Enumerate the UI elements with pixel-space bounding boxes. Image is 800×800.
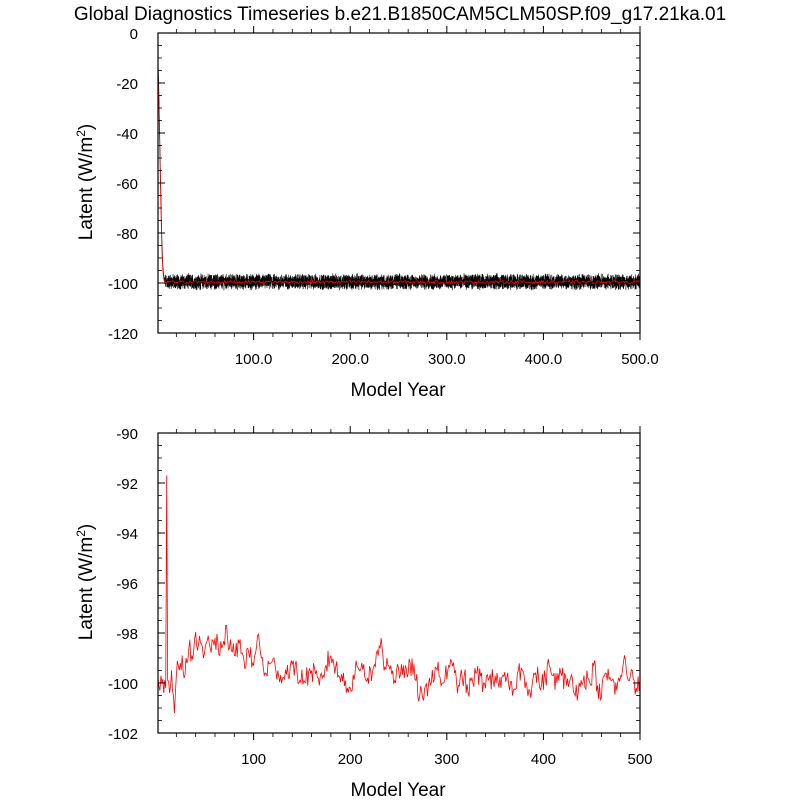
- x-tick-label: 400.0: [525, 351, 563, 368]
- series-line-monthly: [158, 57, 640, 291]
- plot-frame: [157, 432, 641, 734]
- y-tick-label: -80: [116, 226, 138, 243]
- x-tick-label: 200: [338, 751, 363, 768]
- y-axis-label-main: Latent (W/m: [76, 137, 97, 240]
- x-tick-label: 300: [434, 751, 459, 768]
- y-tick-label: -120: [108, 326, 138, 343]
- y-tick-label: 0: [130, 26, 138, 43]
- y-tick-label: -98: [116, 626, 138, 643]
- plot-frame: [157, 32, 641, 334]
- y-axis-label: Latent (W/m2): [74, 124, 97, 241]
- plot-area: [158, 57, 640, 291]
- bottom-panel: -90 -92 -94 -96 -98 -100 -102 100 200 300 400 500 Mo…: [74, 426, 653, 800]
- y-axis-label-main: Latent (W/m: [76, 537, 97, 640]
- y-axis-label-superscript: 2: [74, 530, 88, 537]
- y-tick-label: -90: [116, 426, 138, 443]
- x-tick-label: 400: [531, 751, 556, 768]
- y-tick-label: -20: [116, 76, 138, 93]
- y-axis-label-close: ): [76, 524, 97, 530]
- y-axis-label-superscript: 2: [74, 130, 88, 137]
- x-tick-label: 100: [241, 751, 266, 768]
- x-tick-label: 500: [627, 751, 652, 768]
- x-tick-label: 200.0: [331, 351, 369, 368]
- y-tick-label: -60: [116, 176, 138, 193]
- y-axis-label-close: ): [76, 124, 97, 130]
- x-axis-label: Model Year: [350, 380, 446, 401]
- plot-area: [158, 475, 640, 714]
- y-tick-label: -102: [108, 726, 138, 743]
- y-tick-label: -100: [108, 276, 138, 293]
- y-tick-label: -40: [116, 126, 138, 143]
- x-tick-label: 500.0: [621, 351, 659, 368]
- y-tick-label: -96: [116, 576, 138, 593]
- y-axis-label: Latent (W/m2): [74, 524, 97, 641]
- x-axis-label: Model Year: [350, 780, 446, 800]
- y-tick-label: -92: [116, 476, 138, 493]
- top-panel: 0 -20 -40 -60 -80 -100 -120 100.0 200.0 300.0 400.…: [74, 26, 659, 401]
- figure-title: Global Diagnostics Timeseries b.e21.B185…: [74, 4, 726, 25]
- y-tick-label: -100: [108, 676, 138, 693]
- series-line-annual: [158, 475, 640, 714]
- x-tick-label: 300.0: [428, 351, 466, 368]
- series-line-annual: [158, 67, 640, 285]
- x-tick-label: 100.0: [235, 351, 273, 368]
- y-tick-label: -94: [116, 526, 138, 543]
